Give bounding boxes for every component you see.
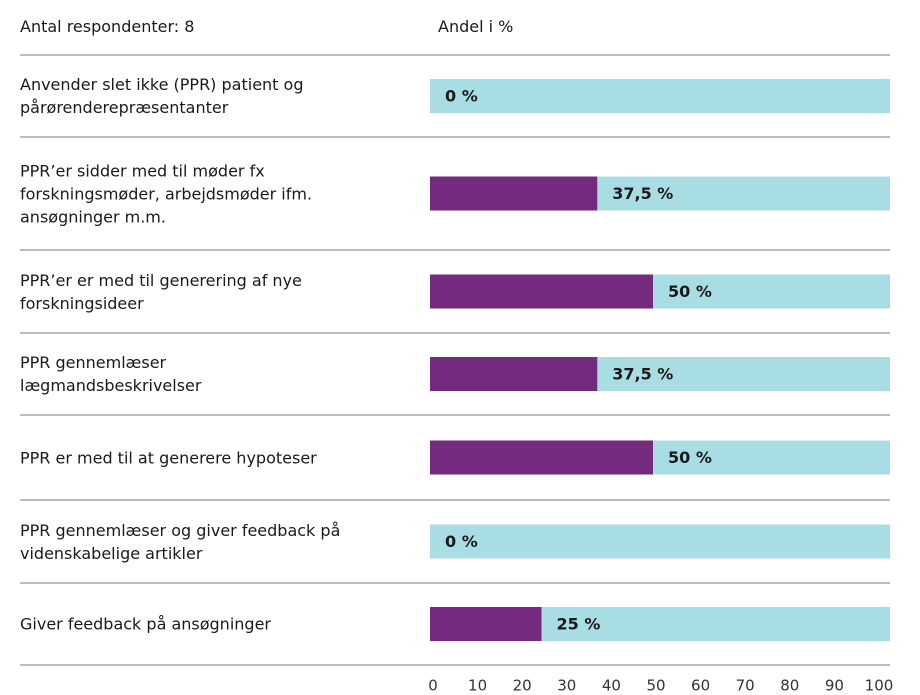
header-left: Antal respondenter: 8 — [20, 17, 195, 36]
x-tick-label: 50 — [646, 677, 665, 695]
value-label: 25 % — [557, 615, 601, 634]
category-label: PPR er med til at generere hypoteser — [20, 448, 317, 467]
x-tick-label: 10 — [468, 677, 487, 695]
bar — [430, 274, 653, 309]
category-label: PPR’er sidder med til møder fx forskning… — [20, 161, 313, 226]
value-label: 50 % — [668, 448, 712, 467]
value-label: 50 % — [668, 282, 712, 301]
bar — [430, 440, 653, 475]
x-tick-label: 20 — [513, 677, 532, 695]
x-tick-label: 40 — [602, 677, 621, 695]
x-tick-label: 60 — [691, 677, 710, 695]
bar-track — [430, 524, 890, 559]
x-tick-label: 100 — [865, 677, 894, 695]
value-label: 0 % — [445, 532, 478, 551]
category-label: PPR’er er med til generering af nye fors… — [20, 270, 302, 313]
value-label: 0 % — [445, 87, 478, 106]
category-label: PPR gennemlæser lægmandsbeskrivelser — [20, 353, 202, 395]
x-tick-label: 90 — [825, 677, 844, 695]
category-label: PPR gennemlæser og giver feedback på vid… — [20, 520, 341, 563]
x-tick-label: 0 — [428, 677, 438, 695]
x-tick-label: 70 — [736, 677, 755, 695]
category-label: Anvender slet ikke (PPR) patient og pårø… — [20, 75, 304, 117]
x-tick-label: 30 — [557, 677, 576, 695]
bar-track — [430, 79, 890, 113]
bar — [430, 176, 598, 211]
header-right: Andel i % — [438, 17, 514, 36]
value-label: 37,5 % — [612, 365, 673, 384]
value-label: 37,5 % — [612, 184, 673, 203]
x-tick-label: 80 — [780, 677, 799, 695]
category-label: Giver feedback på ansøgninger — [20, 614, 271, 634]
bar — [430, 357, 598, 391]
bar — [430, 607, 542, 641]
